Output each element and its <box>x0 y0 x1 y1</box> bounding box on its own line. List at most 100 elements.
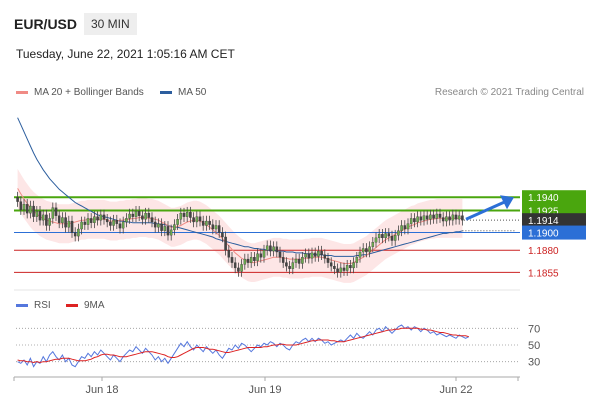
candle <box>230 257 234 263</box>
candle <box>99 214 103 221</box>
candle <box>371 242 375 247</box>
rsi-swatch <box>16 303 28 307</box>
legend-ma20: MA 20 + Bollinger Bands <box>16 87 144 98</box>
candle <box>294 258 298 263</box>
candle <box>262 250 266 258</box>
candle <box>307 253 311 259</box>
candle <box>147 212 151 218</box>
legend-ma50-label: MA 50 <box>178 87 207 98</box>
rsi-line <box>17 324 470 368</box>
candle <box>365 248 368 253</box>
candle <box>400 225 403 231</box>
candle <box>317 250 320 257</box>
candle <box>67 220 71 228</box>
candle <box>38 211 42 221</box>
timeframe-button[interactable]: 30 MIN <box>84 13 137 35</box>
candle <box>105 219 109 223</box>
candle <box>109 221 112 226</box>
candle <box>214 225 218 230</box>
candle <box>48 218 51 226</box>
candle <box>160 223 163 231</box>
candle <box>416 216 419 223</box>
level-label: 1.1940 <box>528 193 559 204</box>
candle <box>313 252 317 257</box>
candle <box>86 218 90 225</box>
legend-9ma: 9MA <box>66 300 105 311</box>
level-label: 1.1914 <box>528 216 559 227</box>
candle <box>25 204 29 214</box>
rsi-9ma-line <box>17 327 469 364</box>
candle <box>368 246 371 253</box>
header: EUR/USD 30 MIN <box>0 0 592 40</box>
candle <box>451 214 455 221</box>
rsi-tick-label: 30 <box>528 357 540 369</box>
candle <box>80 221 83 230</box>
candle <box>112 220 115 226</box>
candle <box>153 221 157 228</box>
legend-9ma-label: 9MA <box>84 300 105 311</box>
candle <box>288 265 291 269</box>
candle <box>310 252 314 259</box>
candle <box>249 257 253 263</box>
candle <box>176 219 179 225</box>
candle <box>22 204 26 210</box>
candle <box>35 211 39 217</box>
candle <box>336 268 339 273</box>
candle <box>393 235 397 241</box>
ma50-line <box>17 117 463 257</box>
level-label: 1.1900 <box>528 229 559 240</box>
level-label: 1.1880 <box>528 246 559 257</box>
candle <box>441 217 445 222</box>
candle <box>73 232 77 237</box>
candle <box>361 248 365 253</box>
rsi-tick-label: 70 <box>528 323 540 335</box>
level-label-box <box>522 225 586 240</box>
candle <box>349 265 352 269</box>
candle <box>166 226 170 236</box>
candle <box>403 225 407 230</box>
candle <box>387 233 391 237</box>
x-tick-label: Jun 22 <box>439 384 472 396</box>
candle <box>141 215 144 220</box>
candle <box>342 267 346 271</box>
candle <box>198 216 202 222</box>
candle <box>278 251 282 258</box>
x-tick-label: Jun 19 <box>248 384 281 396</box>
candle <box>323 254 327 259</box>
candle <box>128 213 131 219</box>
timestamp: Tuesday, June 22, 2021 1:05:16 AM CET <box>16 47 235 61</box>
candle <box>70 220 74 233</box>
candle <box>217 225 221 233</box>
candle <box>377 234 381 239</box>
candle <box>429 214 432 220</box>
legend-rsi-label: RSI <box>34 300 51 311</box>
candle <box>413 218 416 223</box>
candle <box>61 217 64 223</box>
candle <box>64 217 67 228</box>
candle <box>45 214 48 226</box>
candle <box>275 246 279 253</box>
candle <box>409 218 413 224</box>
candle <box>205 220 208 226</box>
candle <box>163 226 167 231</box>
candle <box>240 264 243 272</box>
candle <box>179 212 183 220</box>
candle <box>192 217 195 223</box>
candle <box>419 216 423 221</box>
candle <box>445 216 448 222</box>
candle <box>211 224 215 230</box>
candles <box>16 191 464 278</box>
candle <box>16 197 19 202</box>
candle <box>432 214 435 219</box>
candle <box>144 212 147 220</box>
candle <box>304 253 307 258</box>
candle <box>281 257 285 263</box>
candle <box>390 235 394 241</box>
candle <box>320 250 323 255</box>
forecast-arrow-shaft <box>465 200 505 221</box>
candle <box>29 205 32 214</box>
candle <box>253 257 256 261</box>
candle <box>374 237 378 243</box>
candle <box>454 214 458 220</box>
